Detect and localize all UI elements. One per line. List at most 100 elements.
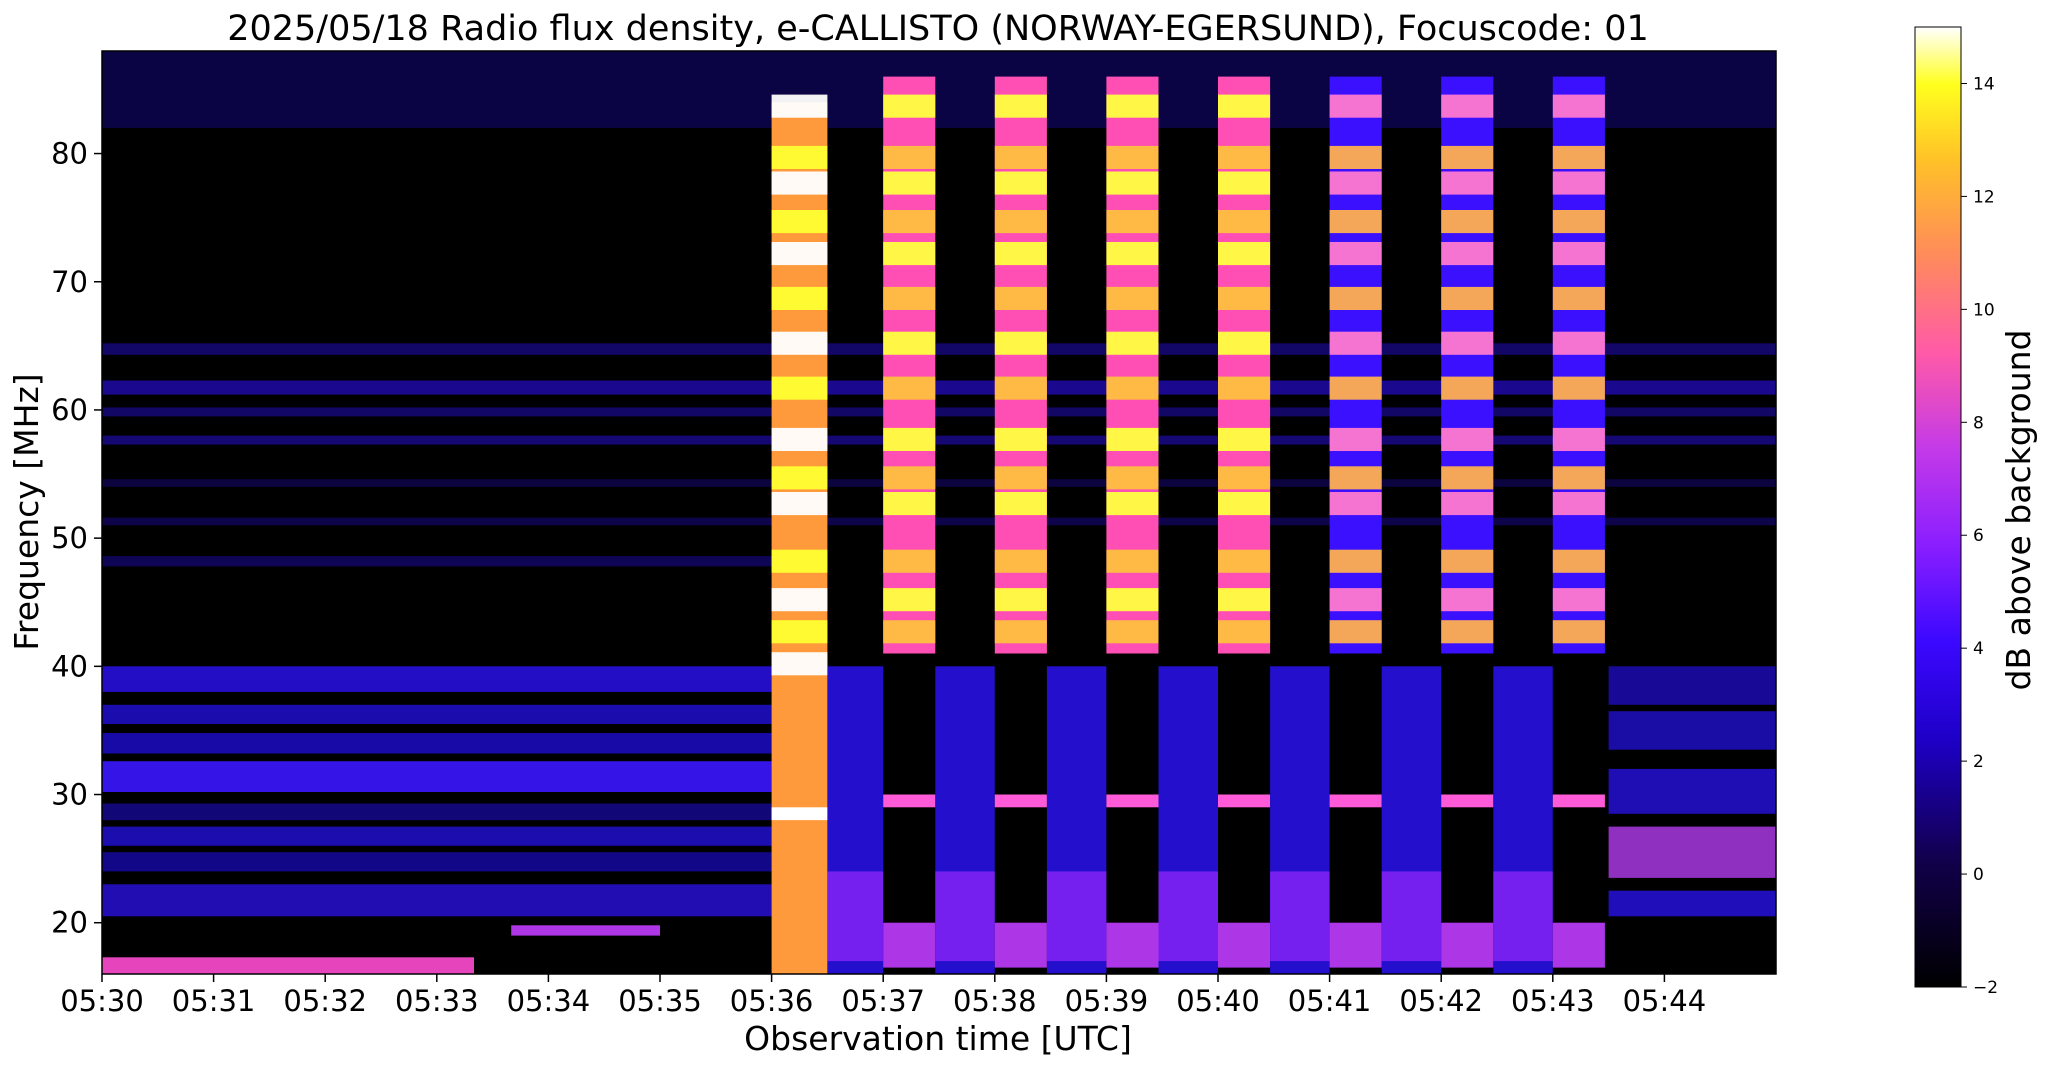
burst-band: [1106, 466, 1159, 490]
burst-band: [1552, 145, 1605, 169]
burst-band: [771, 145, 828, 169]
burst-band: [1441, 376, 1494, 400]
noise-band: [102, 733, 772, 754]
burst-low-gap: [1441, 659, 1494, 974]
burst-column: [994, 76, 1107, 974]
burst-band: [883, 210, 936, 234]
burst-band: [994, 549, 1047, 573]
burst-band: [883, 376, 936, 400]
burst-column: [771, 94, 884, 975]
burst-band: [1329, 492, 1382, 516]
plot-area: [101, 50, 1777, 975]
noise-band: [102, 852, 772, 872]
burst-band: [771, 242, 828, 266]
burst-low-band: [883, 922, 936, 968]
x-tick-label: 05:31: [172, 984, 256, 1018]
inter-burst-emission: [827, 871, 884, 962]
burst-band: [771, 286, 828, 310]
burst-low-band: [883, 794, 936, 808]
burst-low-gap: [1218, 659, 1271, 974]
burst-band: [1552, 242, 1605, 266]
burst-low-band: [1106, 922, 1159, 968]
burst-band: [1329, 376, 1382, 400]
x-tick-label: 05:36: [730, 984, 814, 1018]
burst-band: [994, 376, 1047, 400]
burst-band: [1106, 427, 1159, 451]
noise-band: [102, 957, 474, 974]
burst-band: [1329, 427, 1382, 451]
colorbar-tick-label: 0: [1973, 865, 1984, 885]
burst-band: [1329, 331, 1382, 355]
burst-band: [1106, 286, 1159, 310]
burst-column: [1552, 76, 1605, 974]
burst-band: [1441, 620, 1494, 644]
noise-band: [1608, 890, 1776, 917]
burst-band: [1552, 331, 1605, 355]
burst-band: [1218, 466, 1271, 490]
burst-band: [1441, 492, 1494, 516]
burst-band: [883, 286, 936, 310]
burst-low-gap: [883, 659, 936, 974]
x-tick-label: 05:34: [507, 984, 591, 1018]
burst-band: [771, 807, 828, 821]
y-axis-label: Frequency [MHz]: [7, 373, 46, 650]
y-axis-ticks: 20 30 40 50 60 70 80: [51, 137, 102, 940]
burst-column: [1106, 76, 1218, 974]
burst-band: [1106, 210, 1159, 234]
burst-band: [771, 331, 828, 355]
colorbar-tick-label: 10: [1973, 300, 1995, 320]
noise-band: [1608, 826, 1776, 878]
burst-band: [1218, 492, 1271, 516]
noise-band: [102, 803, 772, 821]
burst-band: [1329, 549, 1382, 573]
inter-burst-emission: [1381, 871, 1442, 962]
burst-band: [994, 145, 1047, 169]
burst-band: [1218, 171, 1271, 195]
burst-band: [1329, 210, 1382, 234]
burst-low-band: [1441, 794, 1494, 808]
burst-band: [1441, 94, 1494, 118]
x-tick-label: 05:30: [60, 984, 144, 1018]
colorbar: −2 0 2 4 6 8 10 12 14 dB above background: [1914, 26, 2038, 998]
burst-band: [1329, 171, 1382, 195]
plot-frame: [101, 50, 1777, 975]
inter-burst-emission: [1493, 871, 1553, 962]
burst-band: [771, 492, 828, 516]
y-tick-label: 60: [51, 393, 88, 427]
burst-band: [883, 331, 936, 355]
burst-band: [1218, 427, 1271, 451]
burst-low-band: [1218, 922, 1271, 968]
burst-band: [771, 94, 828, 118]
y-tick-label: 30: [51, 778, 88, 812]
burst-low-band: [1441, 922, 1494, 968]
burst-band: [1441, 171, 1494, 195]
inter-burst-emission: [1270, 871, 1330, 962]
burst-band: [1329, 588, 1382, 612]
burst-band: [1552, 620, 1605, 644]
background-noise-layer: [102, 51, 1776, 974]
burst-low-band: [1218, 794, 1271, 808]
burst-band: [1329, 286, 1382, 310]
burst-low-band: [1552, 794, 1605, 808]
burst-band: [883, 549, 936, 573]
noise-band: [102, 556, 772, 567]
burst-band: [1329, 620, 1382, 644]
burst-band: [1552, 171, 1605, 195]
burst-band: [994, 620, 1047, 644]
burst-band: [1106, 588, 1159, 612]
burst-band: [883, 171, 936, 195]
burst-low-gap: [1552, 659, 1605, 974]
burst-band: [1441, 549, 1494, 573]
inter-burst-emission: [935, 871, 995, 962]
burst-band: [1106, 620, 1159, 644]
burst-band: [1441, 427, 1494, 451]
x-tick-label: 05:37: [841, 984, 925, 1018]
burst-band: [883, 427, 936, 451]
burst-low-gap: [994, 659, 1047, 974]
burst-band: [1441, 286, 1494, 310]
burst-band: [771, 171, 828, 195]
x-tick-label: 05:35: [618, 984, 702, 1018]
burst-band: [1552, 588, 1605, 612]
noise-band: [511, 925, 660, 936]
y-tick-label: 20: [51, 906, 88, 940]
